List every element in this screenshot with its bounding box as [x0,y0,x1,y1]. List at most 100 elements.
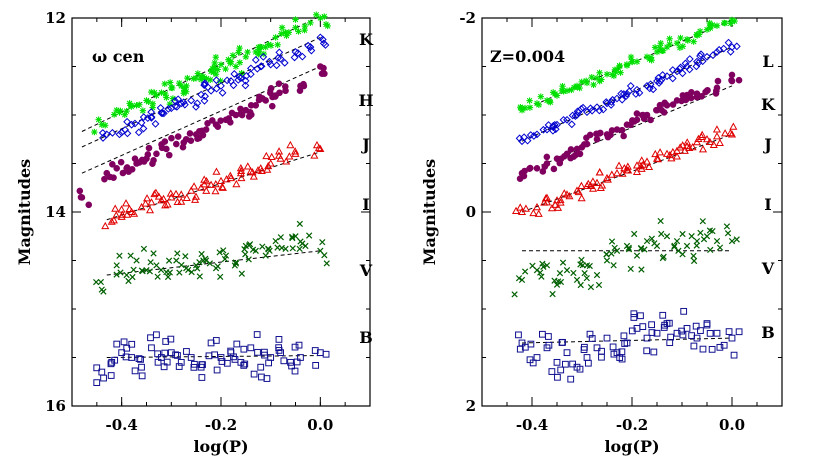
data-point [175,363,183,370]
data-point [521,204,531,212]
data-point [677,34,684,42]
data-point [553,358,561,366]
data-point [641,246,648,253]
data-point [521,268,529,275]
data-point [186,130,194,137]
data-point [202,176,211,185]
data-point [586,181,595,190]
data-point [690,252,697,260]
data-point [177,197,186,205]
data-point [141,199,150,207]
data-point [313,11,320,18]
data-point [154,273,161,280]
data-point [262,97,270,104]
band-label: K [761,95,776,114]
data-point [584,359,592,367]
data-point [567,154,574,162]
y-axis-title: Magnitudes [420,159,439,265]
data-point [721,19,729,27]
data-point [140,158,148,165]
data-point [316,144,325,153]
data-point [177,358,185,366]
data-point [623,162,632,170]
data-point [171,96,179,105]
data-point [201,92,209,101]
data-point [281,83,289,90]
band-label: K [359,30,374,49]
y-tick-label: 14 [45,203,66,221]
data-point [648,235,655,242]
data-point [685,65,694,74]
data-point [658,230,665,238]
data-point [324,22,331,30]
data-point [235,72,244,81]
data-point [569,360,577,368]
data-point [608,238,616,245]
data-point [151,119,160,128]
data-point [719,44,728,53]
data-point [603,334,611,342]
data-point [549,126,557,135]
data-point [157,196,166,204]
data-point [196,273,203,280]
data-point [235,49,242,56]
data-point [295,341,303,349]
data-point [728,76,735,84]
data-point [635,88,644,97]
data-point [607,98,616,106]
series-K [515,38,741,146]
data-point [725,328,733,335]
data-point [261,348,268,356]
data-point [200,96,209,105]
data-point [643,334,651,342]
data-point [184,74,191,82]
data-point [157,266,165,274]
data-point [123,210,132,218]
data-point [292,16,299,23]
data-point [625,246,633,253]
data-point [306,43,315,51]
data-point [572,151,579,159]
data-point [539,330,546,338]
data-point [590,81,597,89]
data-point [657,217,664,225]
data-point [127,252,134,259]
data-point [663,233,671,240]
data-point [298,52,307,61]
band-label: V [761,259,775,278]
data-point [724,230,732,237]
data-point [692,62,701,71]
data-point [183,348,190,355]
data-point [138,372,146,380]
data-point [663,72,671,81]
data-point [93,278,100,286]
data-point [624,166,633,174]
data-point [617,89,626,98]
data-point [698,145,708,153]
data-point [721,129,730,137]
series-B [93,331,330,387]
data-point [529,208,538,217]
data-point [107,372,115,379]
data-point [161,349,169,357]
data-point [625,87,634,96]
data-point [230,353,237,361]
data-point [688,233,695,240]
data-point [311,347,319,354]
data-point [98,129,107,137]
data-point [563,349,571,357]
data-point [586,104,595,113]
data-point [217,117,224,124]
data-point [596,69,603,76]
data-point [656,148,665,156]
data-point [553,203,563,211]
data-point [618,126,626,134]
data-point [191,192,201,200]
data-point [111,204,120,212]
data-point [586,330,594,338]
data-point [683,242,691,250]
data-point [241,76,250,85]
data-point [159,109,168,118]
data-point [153,150,160,158]
